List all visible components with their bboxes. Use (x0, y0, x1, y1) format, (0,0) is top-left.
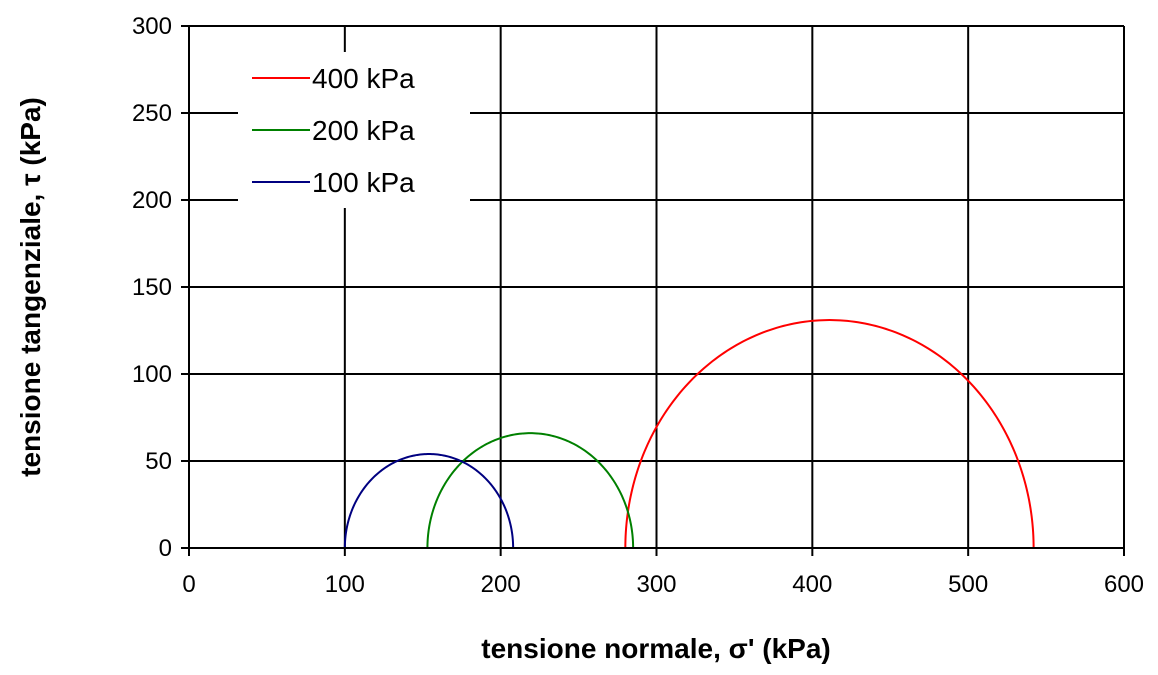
x-tick-label-4: 400 (792, 571, 832, 598)
x-axis-title: tensione normale, σ' (kPa) (481, 633, 830, 664)
x-tick-label-6: 600 (1104, 571, 1144, 598)
legend: 400 kPa 200 kPa 100 kPa (238, 52, 470, 208)
y-tick-labels: 0 50 100 150 200 250 300 (132, 13, 172, 562)
legend-label-1: 200 kPa (312, 115, 415, 146)
y-tick-label-2: 100 (132, 361, 172, 388)
y-tick-label-1: 50 (145, 448, 172, 475)
series-curves (343, 319, 1035, 549)
legend-label-2: 100 kPa (312, 167, 415, 198)
x-tick-labels: 0 100 200 300 400 500 600 (182, 571, 1144, 598)
x-tick-label-2: 200 (481, 571, 521, 598)
y-tick-label-6: 300 (132, 13, 172, 40)
y-tick-label-5: 250 (132, 100, 172, 127)
y-tick-label-4: 200 (132, 187, 172, 214)
legend-label-0: 400 kPa (312, 63, 415, 94)
x-tick-label-5: 500 (948, 571, 988, 598)
series-curve-400-kpa (624, 319, 1035, 549)
y-axis-title: tensione tangenziale, τ (kPa) (15, 97, 46, 477)
x-tick-label-1: 100 (325, 571, 365, 598)
y-tick-label-0: 0 (159, 535, 172, 562)
y-tick-label-3: 150 (132, 274, 172, 301)
series-curve-100-kpa (343, 453, 515, 549)
axes (181, 25, 1125, 556)
x-tick-label-0: 0 (182, 571, 195, 598)
x-tick-label-3: 300 (636, 571, 676, 598)
series-curve-200-kpa (426, 432, 635, 549)
